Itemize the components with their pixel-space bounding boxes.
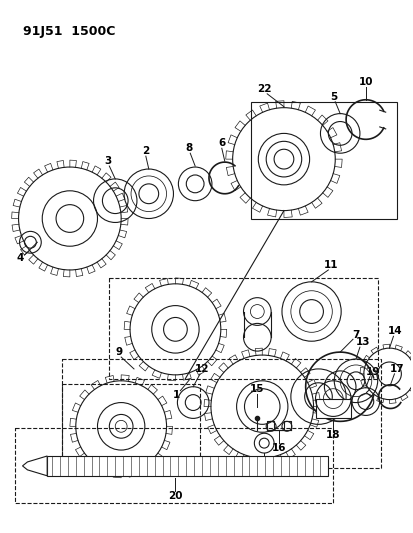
Text: 15: 15: [249, 384, 264, 394]
Text: 3: 3: [104, 156, 112, 166]
Text: 4: 4: [17, 253, 24, 263]
Text: 17: 17: [389, 364, 404, 374]
Text: 19: 19: [365, 367, 379, 377]
Text: 16: 16: [271, 443, 285, 453]
Bar: [251, 102, 396, 219]
Text: 1: 1: [172, 390, 180, 400]
Text: 9: 9: [115, 347, 123, 357]
Bar: [315, 399, 350, 418]
Text: 2: 2: [142, 146, 149, 156]
Text: 22: 22: [256, 84, 271, 94]
Text: 18: 18: [325, 430, 340, 440]
Text: 21: 21: [256, 465, 271, 475]
Polygon shape: [22, 456, 47, 476]
Text: 5: 5: [330, 92, 337, 102]
Text: 91J51  1500C: 91J51 1500C: [22, 25, 114, 37]
Text: 10: 10: [358, 77, 372, 87]
Bar: [47, 456, 328, 476]
Text: 8: 8: [185, 143, 192, 154]
Text: 13: 13: [355, 337, 369, 347]
Text: 7: 7: [351, 330, 359, 340]
Text: 20: 20: [168, 490, 182, 500]
Text: 11: 11: [323, 260, 338, 270]
Bar: [109, 278, 377, 379]
Bar: [62, 359, 380, 468]
Text: 6: 6: [218, 138, 225, 148]
Text: 12: 12: [195, 364, 209, 374]
Bar: [14, 429, 332, 503]
Text: 14: 14: [387, 326, 402, 336]
Bar: [62, 384, 199, 468]
